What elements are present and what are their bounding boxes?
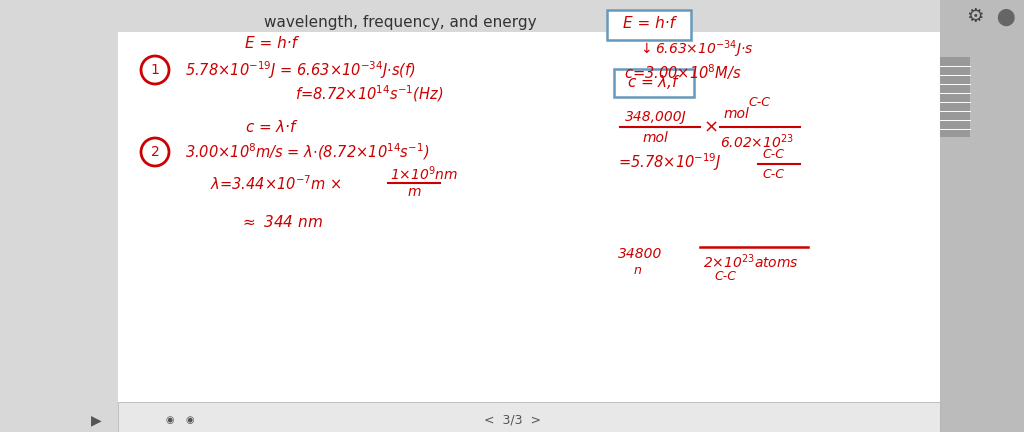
Text: 2$\times$10$^{23}$atoms: 2$\times$10$^{23}$atoms (703, 253, 799, 271)
FancyBboxPatch shape (607, 10, 691, 40)
Text: ◉: ◉ (166, 415, 174, 425)
Text: c = $\lambda$·f: c = $\lambda$·f (245, 119, 299, 135)
Text: f=8.72$\times$10$^{14}$s$^{-1}$(Hz): f=8.72$\times$10$^{14}$s$^{-1}$(Hz) (295, 84, 443, 105)
Text: $\lambda$=3.44$\times$10$^{-7}$m $\times$: $\lambda$=3.44$\times$10$^{-7}$m $\times… (210, 175, 342, 194)
Text: 34800: 34800 (618, 247, 663, 261)
Text: 348,000J: 348,000J (625, 110, 687, 124)
Text: n: n (634, 264, 642, 276)
Text: 3.00$\times$10$^{8}$m/s = $\lambda$$\cdot$(8.72$\times$10$^{14}$s$^{-1}$): 3.00$\times$10$^{8}$m/s = $\lambda$$\cdo… (185, 142, 429, 162)
Text: C-C: C-C (762, 147, 784, 161)
Text: C-C: C-C (714, 270, 736, 283)
Text: 2: 2 (151, 145, 160, 159)
Text: mol: mol (724, 107, 750, 121)
Bar (940, 57, 970, 137)
Text: 5.78$\times$10$^{-19}$J = 6.63$\times$10$^{-34}$J$\cdot$s(f): 5.78$\times$10$^{-19}$J = 6.63$\times$10… (185, 59, 416, 81)
FancyBboxPatch shape (614, 69, 694, 97)
Text: ⬤: ⬤ (995, 8, 1015, 26)
Text: ⚙: ⚙ (967, 7, 984, 26)
Text: 1$\times$10$^{9}$nm: 1$\times$10$^{9}$nm (390, 165, 458, 183)
Bar (118, 402, 940, 432)
Text: c = $\lambda$,f: c = $\lambda$,f (627, 73, 681, 91)
Text: m: m (408, 185, 422, 199)
Text: $\approx$ 344 nm: $\approx$ 344 nm (240, 214, 323, 230)
Text: $\times$: $\times$ (702, 118, 718, 136)
Text: E = h·f: E = h·f (245, 36, 297, 51)
Text: E = h·f: E = h·f (623, 16, 675, 32)
Text: 6.02$\times$10$^{23}$: 6.02$\times$10$^{23}$ (720, 133, 794, 151)
Text: ▶: ▶ (91, 413, 101, 427)
Text: mol: mol (643, 131, 669, 145)
Text: $\downarrow$6.63$\times$10$^{-34}$J·s: $\downarrow$6.63$\times$10$^{-34}$J·s (638, 38, 754, 60)
Text: C-C: C-C (748, 95, 770, 108)
Bar (118, 32, 940, 432)
Text: C-C: C-C (762, 168, 784, 181)
Bar (940, 0, 1024, 432)
Text: =5.78$\times$10$^{-19}$J: =5.78$\times$10$^{-19}$J (618, 151, 722, 173)
Text: <  3/3  >: < 3/3 > (483, 413, 541, 426)
Text: ◉: ◉ (185, 415, 195, 425)
Text: c=3.00$\times$10$^{8}$M/s: c=3.00$\times$10$^{8}$M/s (624, 62, 741, 82)
Text: 1: 1 (151, 63, 160, 77)
Text: wavelength, frequency, and energy: wavelength, frequency, and energy (264, 15, 537, 29)
